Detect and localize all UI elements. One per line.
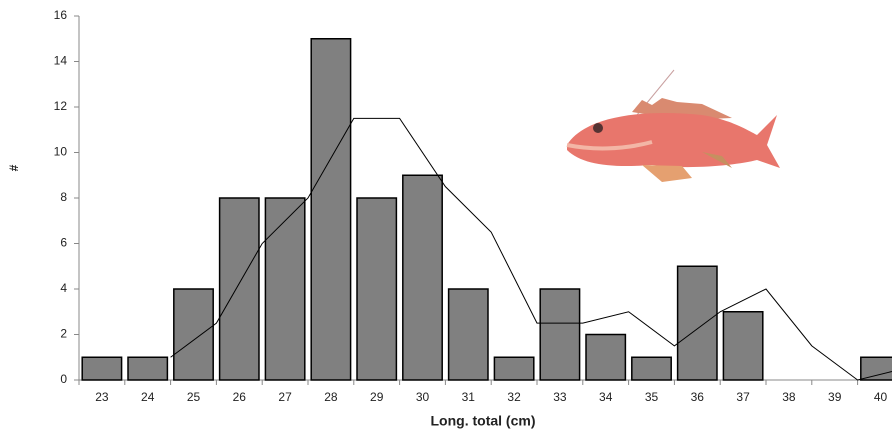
x-tick-label: 39 (828, 390, 842, 404)
bar (632, 357, 671, 380)
bar (128, 357, 167, 380)
x-tick-label: 34 (599, 390, 613, 404)
bar (220, 198, 259, 380)
bar (723, 312, 762, 380)
x-tick-label: 26 (233, 390, 247, 404)
x-tick-label: 30 (416, 390, 430, 404)
x-tick-label: 27 (278, 390, 292, 404)
bar (540, 289, 579, 380)
x-tick-label: 37 (736, 390, 750, 404)
y-tick-label: 16 (54, 8, 68, 22)
y-tick-label: 6 (60, 236, 67, 250)
bar (311, 39, 350, 380)
y-tick-label: 4 (60, 281, 67, 295)
bar (357, 198, 396, 380)
bar (265, 198, 304, 380)
y-tick-label: 10 (54, 145, 68, 159)
x-tick-label: 24 (141, 390, 155, 404)
bar (174, 289, 213, 380)
x-tick-label: 23 (95, 390, 109, 404)
x-tick-label: 32 (507, 390, 521, 404)
x-tick-label: 29 (370, 390, 384, 404)
y-tick-label: 0 (60, 372, 67, 386)
x-tick-label: 35 (645, 390, 659, 404)
fish-illustration (567, 70, 780, 182)
y-tick-label: 14 (54, 54, 68, 68)
x-axis-label: Long. total (cm) (431, 413, 536, 429)
y-tick-label: 2 (60, 327, 67, 341)
x-tick-label: 40 (874, 390, 888, 404)
page: {"chart_data": {"type": "bar", "x_label"… (0, 0, 892, 430)
bar (678, 266, 717, 380)
bar (82, 357, 121, 380)
chart: # Long. total (cm) 024681012141623242526… (0, 0, 892, 430)
x-tick-label: 36 (691, 390, 705, 404)
bar (494, 357, 533, 380)
x-tick-label: 38 (782, 390, 796, 404)
x-tick-label: 25 (187, 390, 201, 404)
bar (586, 335, 625, 381)
y-tick-label: 12 (54, 99, 68, 113)
bar (861, 357, 892, 380)
x-tick-label: 33 (553, 390, 567, 404)
y-axis-label: # (7, 164, 21, 171)
x-tick-label: 28 (324, 390, 338, 404)
bar (403, 175, 442, 380)
x-tick-label: 31 (462, 390, 476, 404)
y-tick-label: 8 (60, 190, 67, 204)
bar (449, 289, 488, 380)
